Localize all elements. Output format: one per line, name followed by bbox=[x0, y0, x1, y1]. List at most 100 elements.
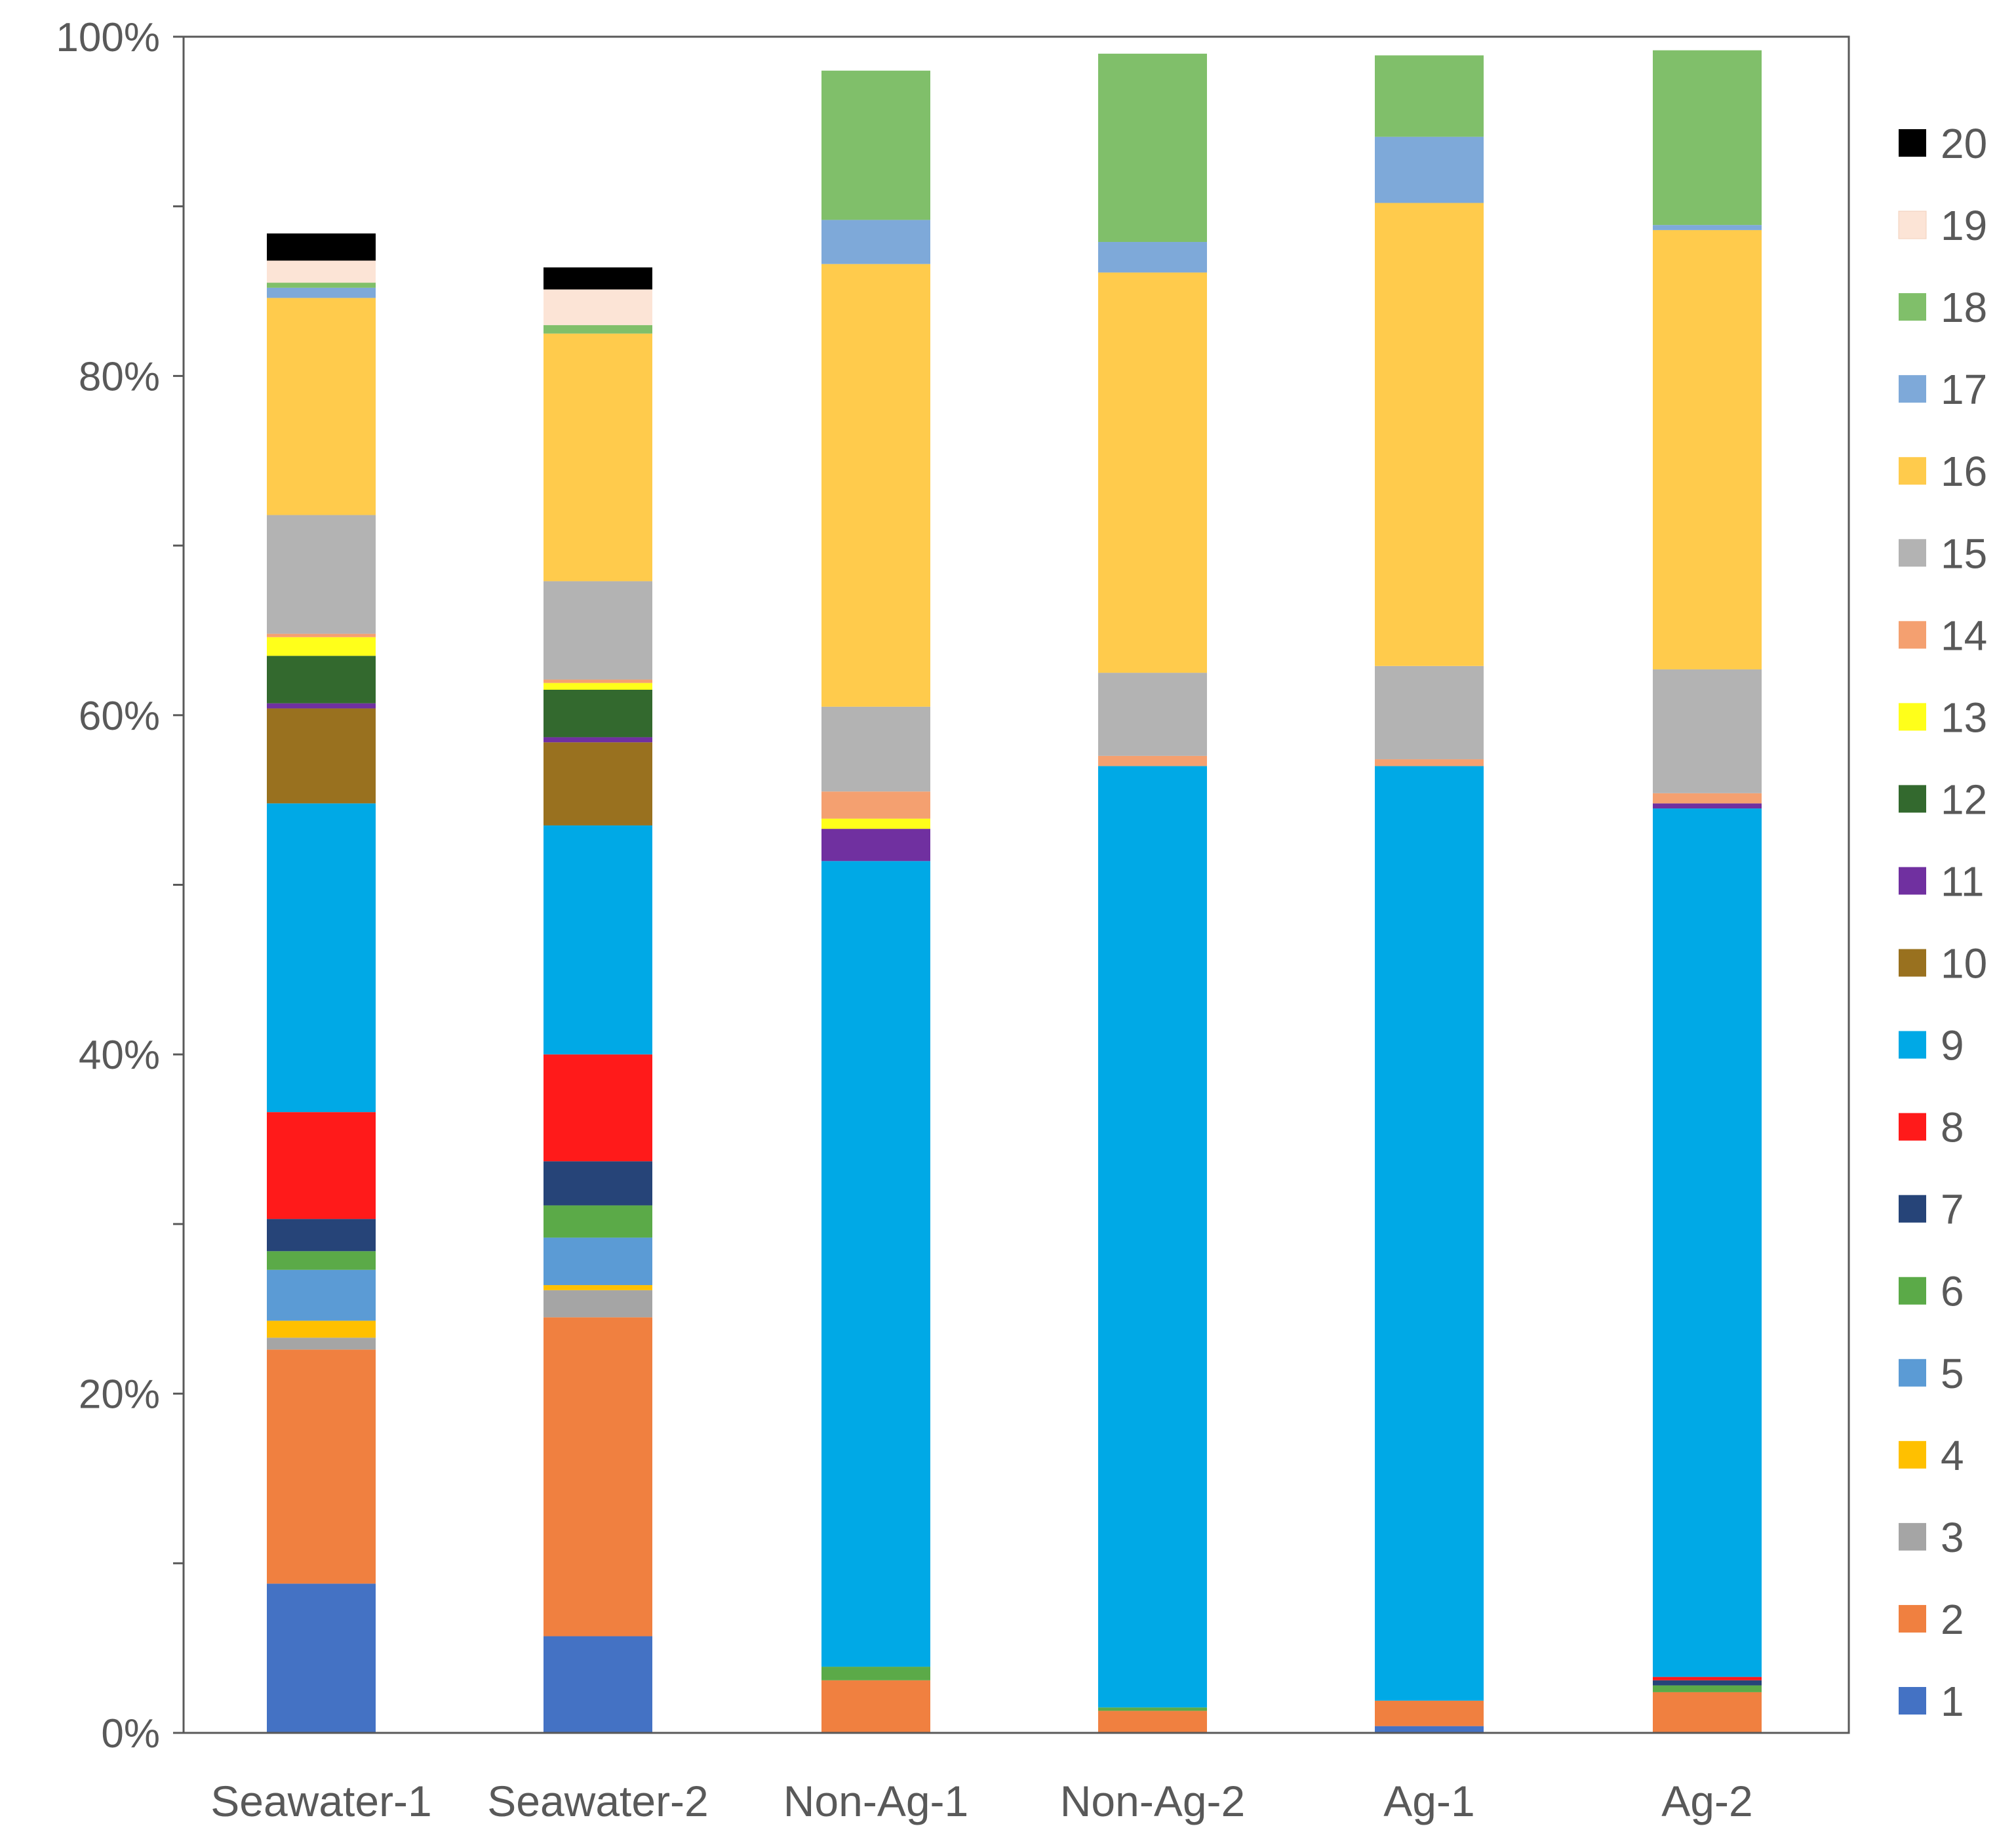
legend-item: 6 bbox=[1899, 1268, 1964, 1315]
bar-segment-17 bbox=[1375, 136, 1484, 203]
bar-segment-15 bbox=[821, 706, 930, 792]
bar-segment-14 bbox=[267, 633, 376, 637]
bar-segment-13 bbox=[267, 637, 376, 656]
bar-segment-16 bbox=[1098, 272, 1207, 673]
bar-segment-18 bbox=[1375, 55, 1484, 137]
bar-segment-2 bbox=[544, 1317, 652, 1637]
y-tick-label: 60% bbox=[79, 694, 160, 739]
bar-segment-1 bbox=[1375, 1726, 1484, 1733]
legend-label: 9 bbox=[1941, 1022, 1964, 1069]
bar-segment-10 bbox=[544, 742, 652, 825]
bar-segment-2 bbox=[1375, 1700, 1484, 1726]
y-tick-label: 0% bbox=[101, 1711, 160, 1756]
legend-label: 17 bbox=[1941, 366, 1987, 413]
bar-segment-9 bbox=[1653, 808, 1762, 1677]
legend-swatch bbox=[1899, 1440, 1926, 1469]
y-tick-label: 20% bbox=[79, 1372, 160, 1418]
y-tick-label: 80% bbox=[79, 354, 160, 399]
bar-segment-15 bbox=[1375, 665, 1484, 760]
bar-segment-18 bbox=[821, 70, 930, 220]
legend-item: 12 bbox=[1899, 776, 1987, 823]
legend-swatch bbox=[1899, 1359, 1926, 1387]
legend-label: 16 bbox=[1941, 448, 1987, 495]
y-tick-label: 100% bbox=[56, 15, 160, 60]
legend-label: 19 bbox=[1941, 202, 1987, 249]
bar-segment-12 bbox=[544, 689, 652, 738]
legend-item: 16 bbox=[1899, 448, 1987, 495]
legend-item: 3 bbox=[1899, 1514, 1964, 1561]
bar-segment-20 bbox=[267, 233, 376, 261]
bars-group bbox=[267, 50, 1762, 1733]
bar-segment-14 bbox=[1375, 759, 1484, 766]
bar-segment-16 bbox=[267, 298, 376, 515]
legend-swatch bbox=[1899, 539, 1926, 567]
legend-label: 10 bbox=[1941, 940, 1987, 987]
y-axis: 0% 20% 40% 60% 80% 100% bbox=[56, 15, 1849, 1756]
legend-label: 1 bbox=[1941, 1678, 1964, 1725]
x-tick-label: Non-Ag-1 bbox=[783, 1777, 968, 1825]
bar-segment-11 bbox=[1653, 803, 1762, 809]
bar-segment-13 bbox=[821, 818, 930, 829]
bar-segment-18 bbox=[1653, 50, 1762, 226]
legend-swatch bbox=[1899, 1277, 1926, 1305]
legend-item: 10 bbox=[1899, 940, 1987, 987]
bar-segment-2 bbox=[267, 1349, 376, 1584]
bar-segment-16 bbox=[544, 333, 652, 582]
legend-item: 7 bbox=[1899, 1186, 1964, 1233]
legend-label: 14 bbox=[1941, 612, 1987, 659]
legend-item: 14 bbox=[1899, 612, 1987, 659]
legend-item: 13 bbox=[1899, 694, 1987, 741]
bar-segment-2 bbox=[1653, 1692, 1762, 1733]
bar-stack bbox=[821, 70, 930, 1733]
bar-segment-3 bbox=[267, 1338, 376, 1350]
bar-segment-10 bbox=[267, 708, 376, 804]
bar-segment-8 bbox=[544, 1054, 652, 1162]
bar-segment-8 bbox=[267, 1112, 376, 1220]
bar-segment-16 bbox=[1375, 203, 1484, 666]
bar-stack bbox=[544, 267, 652, 1733]
bar-segment-14 bbox=[1098, 755, 1207, 766]
legend-label: 13 bbox=[1941, 694, 1987, 741]
bar-segment-4 bbox=[544, 1285, 652, 1290]
bar-segment-17 bbox=[821, 220, 930, 264]
legend-swatch bbox=[1899, 1195, 1926, 1223]
legend-swatch bbox=[1899, 293, 1926, 321]
legend-label: 6 bbox=[1941, 1268, 1964, 1315]
legend-swatch bbox=[1899, 1522, 1926, 1551]
bar-segment-15 bbox=[1653, 669, 1762, 793]
legend-item: 1 bbox=[1899, 1678, 1964, 1725]
bar-segment-9 bbox=[821, 861, 930, 1667]
legend-label: 2 bbox=[1941, 1596, 1964, 1643]
legend-item: 2 bbox=[1899, 1596, 1964, 1643]
bar-segment-14 bbox=[821, 791, 930, 819]
bar-segment-11 bbox=[544, 737, 652, 743]
legend-label: 8 bbox=[1941, 1104, 1964, 1151]
bar-segment-17 bbox=[1653, 225, 1762, 230]
bar-stack bbox=[1098, 53, 1207, 1733]
bar-segment-15 bbox=[1098, 673, 1207, 756]
x-tick-label: Ag-1 bbox=[1383, 1777, 1474, 1825]
bar-segment-17 bbox=[267, 287, 376, 298]
bar-segment-4 bbox=[267, 1320, 376, 1338]
legend-label: 12 bbox=[1941, 776, 1987, 823]
legend-swatch bbox=[1899, 785, 1926, 813]
x-tick-label: Non-Ag-2 bbox=[1060, 1777, 1245, 1825]
x-tick-label: Seawater-2 bbox=[487, 1777, 709, 1825]
legend-item: 11 bbox=[1899, 858, 1984, 905]
bar-segment-6 bbox=[821, 1667, 930, 1680]
bar-segment-7 bbox=[267, 1219, 376, 1252]
legend-item: 17 bbox=[1899, 366, 1987, 413]
x-tick-label: Seawater-1 bbox=[210, 1777, 432, 1825]
legend-swatch bbox=[1899, 621, 1926, 649]
x-tick-label: Ag-2 bbox=[1661, 1777, 1752, 1825]
bar-segment-19 bbox=[544, 289, 652, 325]
legend-item: 5 bbox=[1899, 1350, 1964, 1397]
legend-swatch bbox=[1899, 703, 1926, 731]
legend-swatch bbox=[1899, 375, 1926, 403]
legend-label: 5 bbox=[1941, 1350, 1964, 1397]
bar-segment-9 bbox=[544, 825, 652, 1055]
bar-segment-1 bbox=[267, 1583, 376, 1733]
bar-segment-16 bbox=[1653, 229, 1762, 669]
y-tick-label: 40% bbox=[79, 1033, 160, 1078]
bar-segment-9 bbox=[1098, 766, 1207, 1708]
